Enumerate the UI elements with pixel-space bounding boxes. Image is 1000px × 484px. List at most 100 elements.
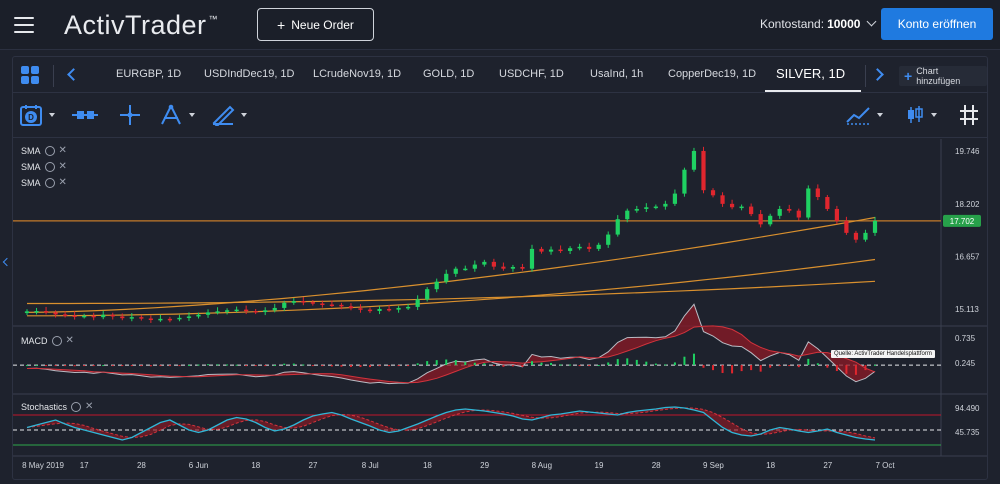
macd-legend[interactable]: MACD ✕ [21, 335, 74, 346]
candle-body [653, 206, 658, 209]
macd-histogram-bar [416, 363, 419, 366]
macd-histogram-bar [502, 365, 505, 367]
macd-histogram-bar [673, 362, 676, 366]
candle-body [644, 207, 649, 209]
macd-histogram-bar [597, 365, 600, 367]
tab-copperdec19[interactable]: CopperDec19, 1D [668, 68, 757, 80]
new-order-button[interactable]: + Neue Order [257, 8, 374, 41]
close-icon[interactable]: ✕ [85, 401, 94, 412]
drawing-tools-button[interactable] [211, 102, 247, 128]
hamburger-menu-icon[interactable] [14, 17, 34, 33]
chart-area[interactable]: 19.746 18.202 16.657 15.113 17.702 0.735 0.245… [2, 139, 987, 479]
candle-body [91, 315, 96, 318]
chart-type-button[interactable] [905, 102, 937, 128]
close-icon[interactable]: ✕ [65, 335, 74, 346]
settings-gear-icon[interactable] [44, 161, 55, 172]
grid-toggle-button[interactable] [959, 102, 979, 128]
x-axis-tick-label: 7 Oct [875, 461, 895, 470]
macd-histogram-bar [864, 365, 867, 371]
chart-style-button[interactable] [845, 102, 883, 128]
macd-histogram-bar [349, 365, 352, 367]
price-chart-svg[interactable]: 19.746 18.202 16.657 15.113 17.702 0.735 0.245… [13, 139, 987, 479]
tab-usdchf[interactable]: USDCHF, 1D [499, 68, 564, 80]
candle-body [568, 248, 573, 251]
macd-histogram-bar [740, 365, 743, 372]
macd-histogram-bar [721, 365, 724, 373]
x-axis-tick-label: 28 [137, 461, 146, 470]
account-balance-dropdown[interactable]: Kontostand: 10000 [760, 16, 877, 31]
tab-silver[interactable]: SILVER, 1D [776, 66, 846, 81]
candle-body [282, 302, 287, 308]
macd-histogram-bar [254, 365, 257, 367]
candle-body [53, 312, 58, 315]
sma-label: SMA [21, 145, 41, 156]
candle-body [482, 261, 487, 265]
macd-fill-area [27, 304, 875, 384]
settings-gear-icon[interactable] [71, 401, 82, 412]
chevron-down-icon [866, 16, 877, 27]
drawing-pencil-icon [212, 105, 235, 126]
macd-histogram-bar [73, 365, 76, 367]
candle-body [43, 311, 49, 313]
caret-down-icon [877, 113, 883, 117]
candle-body [834, 208, 839, 221]
symbol-tabs-bar: EURGBP, 1D USDIndDec19, 1D LCrudeNov19, … [13, 57, 987, 93]
source-watermark: Quelle: ActivTrader Handelsplattform [831, 350, 935, 358]
candle-body [701, 150, 706, 191]
chart-left-arrow-icon[interactable] [2, 257, 12, 267]
macd-histogram-bar [407, 365, 410, 367]
settings-gear-icon[interactable] [44, 177, 55, 188]
add-chart-button[interactable]: + Chart hinzufügen [899, 66, 987, 86]
open-account-button[interactable]: Konto eröffnen [881, 8, 993, 40]
fibonacci-tool-button[interactable] [159, 102, 195, 128]
macd-histogram-bar [26, 365, 28, 367]
tabs-scroll-right-icon[interactable] [871, 68, 884, 81]
crosshair-button[interactable] [119, 102, 141, 128]
macd-histogram-bar [369, 365, 372, 368]
tabs-scroll-left-icon[interactable] [67, 68, 80, 81]
stochastics-legend[interactable]: Stochastics ✕ [21, 401, 93, 412]
balance-label: Kontostand: [760, 17, 825, 31]
sma-label: SMA [21, 177, 41, 188]
macd-histogram-bar [807, 358, 810, 366]
candle-body [749, 206, 754, 215]
tab-usaind[interactable]: UsaInd, 1h [590, 68, 644, 80]
x-axis-tick-label: 18 [423, 461, 432, 470]
x-axis-tick-label: 18 [251, 461, 260, 470]
chart-toolbar: D [13, 94, 987, 138]
macd-histogram-bar [130, 365, 133, 367]
macd-histogram-bar [340, 365, 343, 367]
sma-mid-line [27, 258, 876, 317]
caret-down-icon [189, 113, 195, 117]
layout-grid-icon[interactable] [21, 66, 39, 84]
sma-legend-2[interactable]: SMA ✕ [21, 161, 67, 172]
tab-eurgbp[interactable]: EURGBP, 1D [116, 68, 182, 80]
sma-legend-3[interactable]: SMA ✕ [21, 177, 67, 188]
tab-usdinddec19[interactable]: USDIndDec19, 1D [204, 68, 295, 80]
candle-body [634, 208, 639, 211]
macd-histogram-bar [454, 360, 457, 366]
close-icon[interactable]: ✕ [58, 161, 67, 172]
sma-legend-1[interactable]: SMA ✕ [21, 145, 67, 156]
candle-body [406, 306, 411, 309]
candle-body [758, 214, 763, 225]
macd-histogram-bar [235, 364, 238, 366]
candle-body [186, 316, 192, 318]
macd-histogram-bar [83, 365, 86, 367]
timeframe-calendar-button[interactable]: D [19, 102, 55, 128]
macd-histogram-bar [578, 365, 581, 367]
macd-line [26, 303, 876, 385]
close-icon[interactable]: ✕ [58, 177, 67, 188]
logo-tm: ™ [208, 14, 219, 24]
candle-body [310, 302, 315, 304]
open-account-label: Konto eröffnen [897, 17, 977, 31]
tab-lcrudenov19[interactable]: LCrudeNov19, 1D [313, 68, 402, 80]
close-icon[interactable]: ✕ [58, 145, 67, 156]
candle-body [24, 311, 30, 314]
settings-gear-icon[interactable] [51, 335, 62, 346]
macd-histogram-bar [712, 365, 715, 371]
settings-gear-icon[interactable] [44, 145, 55, 156]
tab-gold[interactable]: GOLD, 1D [423, 68, 475, 80]
current-price-badge [943, 214, 981, 227]
line-style-button[interactable] [71, 102, 99, 128]
